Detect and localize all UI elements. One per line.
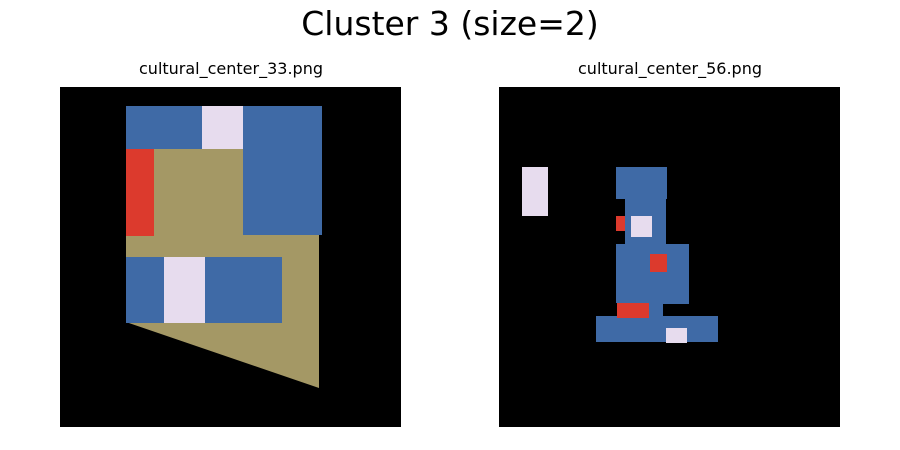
blue-room-right bbox=[243, 106, 322, 235]
figure-title: Cluster 3 (size=2) bbox=[301, 4, 599, 43]
lavender-room-bottom bbox=[666, 328, 687, 343]
panel-2-filename: cultural_center_56.png bbox=[578, 59, 762, 78]
red-room-upper bbox=[616, 216, 625, 231]
red-room-lower bbox=[617, 303, 649, 318]
floorplan-33-svg bbox=[60, 87, 401, 427]
floorplan-56-svg bbox=[499, 87, 840, 427]
lavender-room-upper bbox=[631, 216, 652, 237]
cultural-center-56-image bbox=[499, 87, 840, 427]
red-room-left bbox=[126, 149, 154, 236]
lavender-room-top bbox=[202, 106, 244, 149]
cultural-center-33-image bbox=[60, 87, 401, 427]
lavender-room-isolated bbox=[522, 167, 548, 216]
red-room-middle bbox=[650, 254, 667, 272]
panel-1-filename: cultural_center_33.png bbox=[139, 59, 323, 78]
lavender-room-middle bbox=[164, 257, 205, 323]
